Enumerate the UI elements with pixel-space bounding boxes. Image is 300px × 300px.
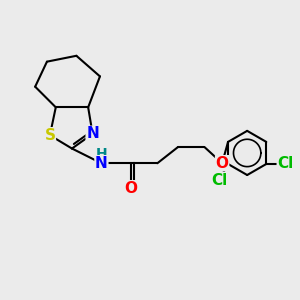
Text: H: H xyxy=(96,147,107,161)
Text: S: S xyxy=(44,128,56,143)
Text: Cl: Cl xyxy=(211,173,227,188)
Text: Cl: Cl xyxy=(277,157,294,172)
Text: O: O xyxy=(216,156,229,171)
Text: N: N xyxy=(86,126,99,141)
Text: O: O xyxy=(124,181,137,196)
Text: N: N xyxy=(95,156,108,171)
